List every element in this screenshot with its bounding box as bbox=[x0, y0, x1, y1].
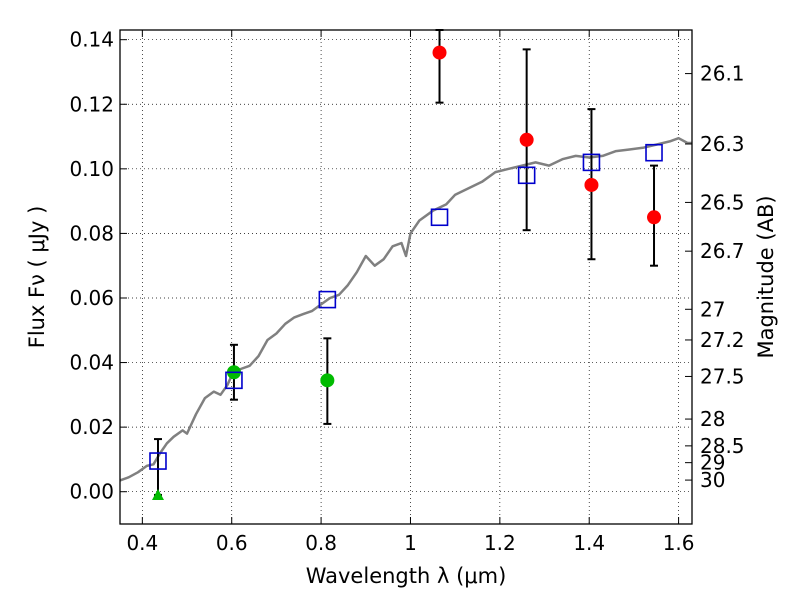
x-tick-label: 0.8 bbox=[305, 531, 337, 555]
right-tick-label: 26.7 bbox=[700, 239, 745, 263]
y-tick-label: 0.04 bbox=[69, 351, 114, 375]
x-tick-label: 1.6 bbox=[663, 531, 695, 555]
model-flux-square bbox=[149, 452, 167, 470]
x-axis-label: Wavelength λ (μm) bbox=[306, 564, 507, 588]
right-tick-label: 28.5 bbox=[700, 434, 745, 458]
grid bbox=[120, 30, 692, 524]
y-tick-label: 0.00 bbox=[69, 480, 114, 504]
error-bars bbox=[153, 29, 659, 496]
right-tick-label: 27.5 bbox=[700, 364, 745, 388]
model-flux-square bbox=[517, 166, 536, 185]
x-tick-label: 1 bbox=[404, 531, 417, 555]
x-tick-labels: 0.4 0.6 0.8 1 1.2 1.4 1.6 bbox=[126, 531, 694, 555]
right-tick-label: 28 bbox=[700, 407, 725, 431]
sed-model-line bbox=[119, 136, 692, 482]
data-point bbox=[432, 45, 447, 60]
y-tick-label: 0.02 bbox=[69, 415, 114, 439]
data-point bbox=[647, 210, 662, 225]
y-tick-label: 0.12 bbox=[69, 92, 114, 116]
right-tick-label: 27.2 bbox=[700, 328, 745, 352]
y-tick-labels: 0.00 0.02 0.04 0.06 0.08 0.10 0.12 0.14 bbox=[69, 28, 114, 504]
y-tick-label: 0.10 bbox=[69, 157, 114, 181]
markers bbox=[149, 45, 663, 500]
data-point bbox=[320, 373, 335, 388]
model-flux-square bbox=[582, 153, 601, 172]
x-tick-label: 0.4 bbox=[126, 531, 158, 555]
data-point bbox=[584, 177, 599, 192]
x-tick-label: 0.6 bbox=[216, 531, 248, 555]
y-tick-label: 0.06 bbox=[69, 286, 114, 310]
y-axis-label: Flux Fν ( μJy ) bbox=[25, 206, 49, 349]
right-tick-label: 26.3 bbox=[700, 132, 745, 156]
data-point-triangle bbox=[151, 488, 164, 500]
plot-frame bbox=[119, 29, 693, 525]
y-tick-label: 0.08 bbox=[69, 221, 114, 245]
x-tick-label: 1.4 bbox=[573, 531, 605, 555]
model-flux-square bbox=[318, 290, 337, 309]
right-tick-label: 26.5 bbox=[700, 190, 745, 214]
right-tick-label: 26.1 bbox=[700, 62, 745, 86]
model-flux-square bbox=[430, 208, 449, 227]
right-tick-label: 29 bbox=[700, 451, 725, 475]
right-tick-label: 27 bbox=[700, 297, 725, 321]
sed-model-curve bbox=[119, 136, 692, 482]
right-axis-label: Magnitude (AB) bbox=[754, 195, 778, 358]
model-flux-square bbox=[225, 371, 243, 390]
ticks bbox=[120, 30, 692, 524]
data-point bbox=[519, 132, 534, 147]
x-tick-label: 1.2 bbox=[484, 531, 516, 555]
y-tick-label: 0.14 bbox=[69, 28, 114, 52]
model-flux-square bbox=[645, 143, 663, 162]
right-tick-label: 30 bbox=[700, 468, 725, 492]
